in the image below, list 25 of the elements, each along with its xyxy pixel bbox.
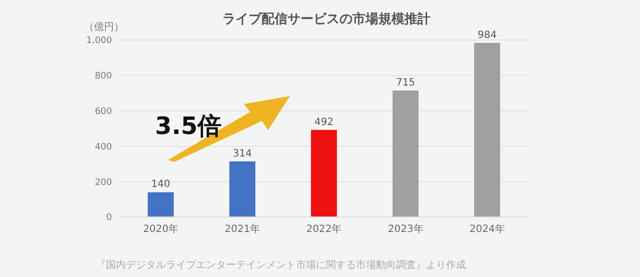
data-label: 492	[314, 116, 334, 128]
chart-title: ライブ配信サービスの市場規模推計	[222, 10, 432, 28]
data-label: 140	[151, 179, 170, 190]
data-label: 984	[478, 30, 497, 41]
annotation: 3.5倍	[155, 111, 222, 142]
y-tick-label: 0	[106, 213, 112, 224]
y-tick-label: 800	[94, 72, 112, 82]
data-label: 314	[232, 148, 252, 160]
y-tick-label: 200	[94, 178, 112, 188]
text: 『国内デジタルライブエンターテインメント市場に関する市場動向調査』より作成	[96, 258, 466, 272]
bar	[148, 192, 174, 217]
bar	[229, 161, 256, 217]
data-label: 715	[396, 77, 416, 88]
y-tick-label: 1,000	[86, 36, 112, 46]
x-tick-label: 2022年	[306, 223, 342, 236]
bar	[392, 90, 419, 217]
x-tick-label: 2023年	[388, 223, 424, 236]
bar	[474, 42, 500, 217]
y-tick-label: 400	[94, 142, 112, 152]
x-tick-label: 2021年	[224, 223, 260, 236]
y-axis-title: （億円）	[84, 20, 124, 34]
bar	[310, 130, 337, 217]
x-tick-label: 2024年	[469, 223, 505, 236]
x-tick-label: 2020年	[143, 223, 179, 236]
y-tick-label: 600	[94, 106, 112, 117]
